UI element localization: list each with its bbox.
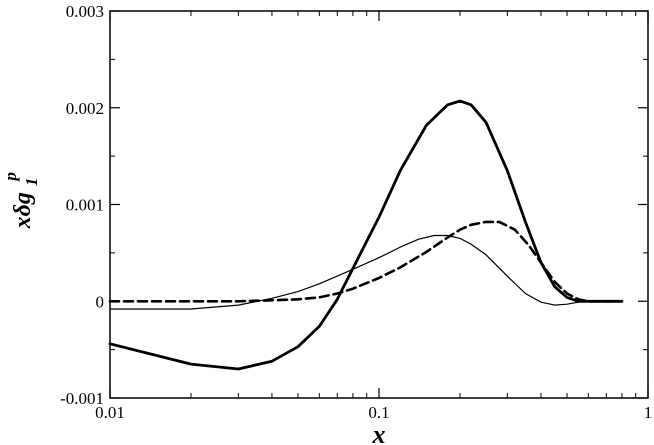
x-axis-title: x bbox=[372, 420, 386, 445]
plot-frame bbox=[109, 10, 649, 399]
ticks-layer: 0.01 0.1 1 -0.001 0 0.001 0.002 0.003 bbox=[60, 2, 652, 422]
x-tick-label: 1 bbox=[644, 403, 653, 422]
series-line-3 bbox=[109, 234, 623, 310]
y-axis-title: xδg 1 p bbox=[1, 172, 43, 230]
y-tick-label: 0.001 bbox=[66, 196, 104, 215]
y-axis-title-superscript: p bbox=[1, 172, 20, 183]
y-axis-title-main: xδg bbox=[10, 192, 36, 229]
series-layer bbox=[108, 99, 624, 371]
y-tick-label: 0.003 bbox=[66, 2, 104, 21]
y-tick-label: -0.001 bbox=[60, 389, 104, 408]
y-axis-title-subscript: 1 bbox=[22, 178, 41, 187]
series-line-1 bbox=[108, 99, 624, 371]
series-line-2 bbox=[108, 220, 624, 303]
y-tick-label: 0.002 bbox=[66, 99, 104, 118]
x-tick-label: 0.01 bbox=[95, 403, 125, 422]
x-tick-label: 0.1 bbox=[368, 403, 389, 422]
y-tick-label: 0 bbox=[96, 292, 105, 311]
